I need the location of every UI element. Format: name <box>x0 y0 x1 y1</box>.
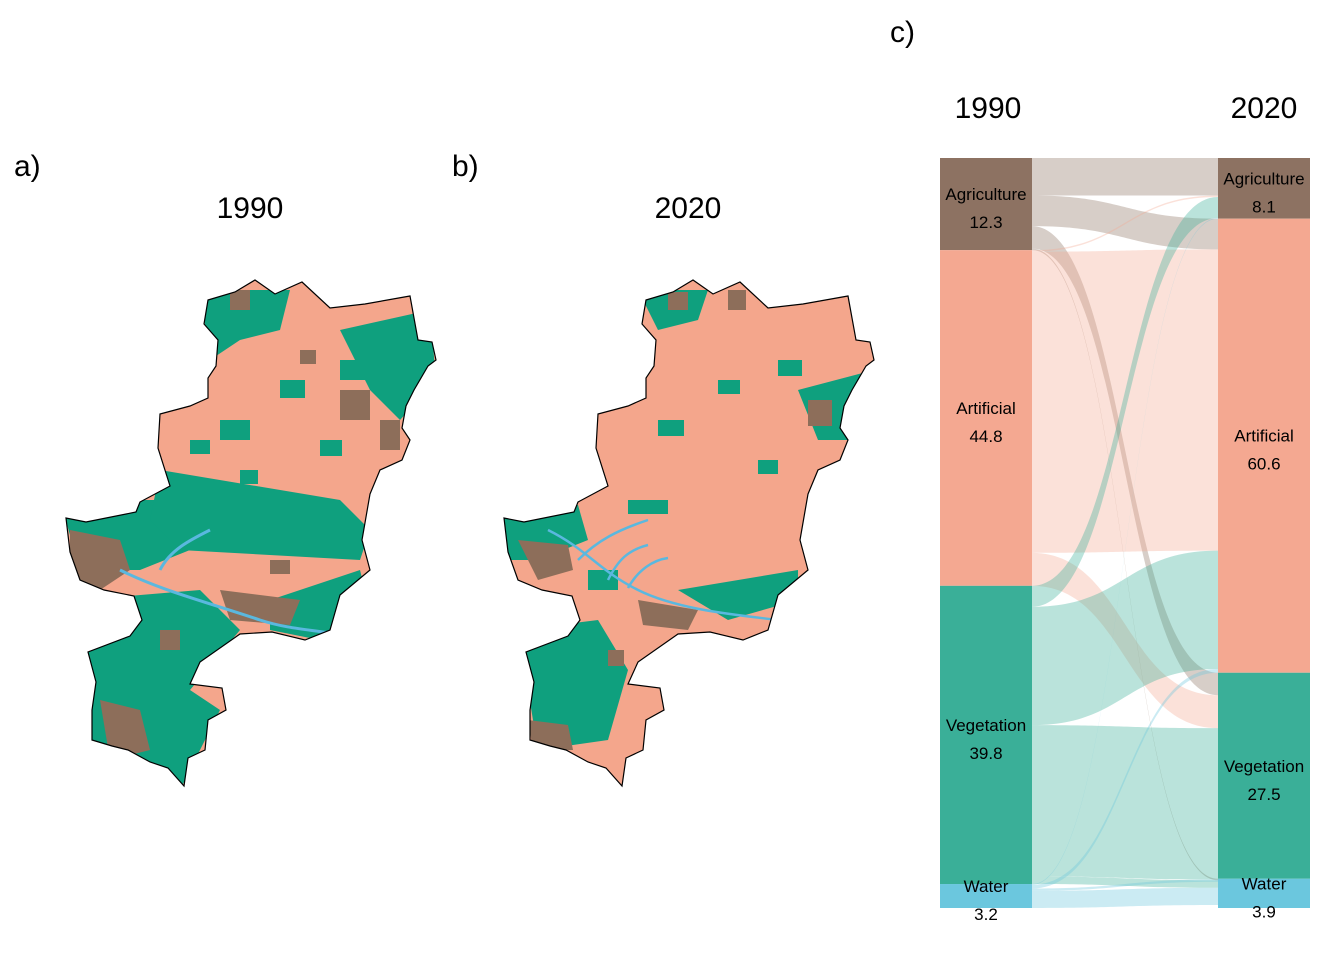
alluvial-labels: Agriculture 12.3 Artificial 44.8 Vegetation 3… <box>945 169 1304 924</box>
flow-water-to-vegetation <box>1032 879 1218 891</box>
flow-water-to-agriculture <box>1032 217 1218 885</box>
stage-label-1990: 1990 <box>955 92 1022 125</box>
node-1990-vegetation <box>940 585 1032 885</box>
node-label-1990-vegetation: Vegetation <box>946 716 1026 735</box>
map-2020 <box>503 279 875 787</box>
node-label-2020-water: Water <box>1242 874 1287 893</box>
flow-vegetation-to-vegetation <box>1032 725 1218 880</box>
flow-artificial-to-agriculture <box>1032 195 1218 252</box>
node-1990-agriculture <box>940 158 1032 251</box>
node-2020-vegetation <box>1218 672 1310 879</box>
flow-artificial-to-vegetation <box>1032 552 1218 729</box>
node-label-2020-artificial: Artificial <box>1234 427 1294 446</box>
node-value-2020-vegetation: 27.5 <box>1247 785 1280 804</box>
node-label-1990-artificial: Artificial <box>956 399 1016 418</box>
node-2020-agriculture <box>1218 158 1310 219</box>
stage-label-2020: 2020 <box>1231 92 1298 125</box>
panel-a-letter: a) <box>14 150 41 183</box>
node-2020-artificial <box>1218 218 1310 673</box>
flow-artificial-to-artificial <box>1032 249 1218 553</box>
node-1990-artificial <box>940 250 1032 586</box>
flow-vegetation-to-artificial <box>1032 550 1218 726</box>
node-value-1990-vegetation: 39.8 <box>969 744 1002 763</box>
alluvial-flows <box>1032 158 1218 908</box>
node-label-1990-agriculture: Agriculture <box>945 185 1026 204</box>
flow-agriculture-to-water <box>1032 248 1218 881</box>
alluvial-nodes <box>940 158 1310 908</box>
node-label-2020-agriculture: Agriculture <box>1223 169 1304 188</box>
node-1990-water <box>940 884 1032 908</box>
panel-b-letter: b) <box>452 150 479 183</box>
node-label-2020-vegetation: Vegetation <box>1224 757 1304 776</box>
node-value-2020-artificial: 60.6 <box>1247 455 1280 474</box>
node-value-1990-agriculture: 12.3 <box>969 213 1002 232</box>
panel-c-letter: c) <box>890 16 915 49</box>
flow-agriculture-to-artificial <box>1032 195 1218 250</box>
flow-agriculture-to-vegetation <box>1032 226 1218 696</box>
flow-water-to-artificial <box>1032 668 1218 889</box>
panel-a-title: 1990 <box>216 192 284 225</box>
flow-vegetation-to-agriculture <box>1032 196 1218 607</box>
node-value-2020-water: 3.9 <box>1252 902 1276 921</box>
node-value-1990-artificial: 44.8 <box>969 427 1002 446</box>
node-value-2020-agriculture: 8.1 <box>1252 197 1276 216</box>
map-1990 <box>65 279 437 787</box>
flow-agriculture-to-agriculture <box>1032 158 1218 196</box>
flow-water-to-water <box>1032 887 1218 908</box>
flow-vegetation-to-water <box>1032 876 1218 888</box>
node-2020-water <box>1218 878 1310 908</box>
node-value-1990-water: 3.2 <box>974 905 998 924</box>
panel-b-title: 2020 <box>654 192 722 225</box>
node-label-1990-water: Water <box>964 877 1009 896</box>
